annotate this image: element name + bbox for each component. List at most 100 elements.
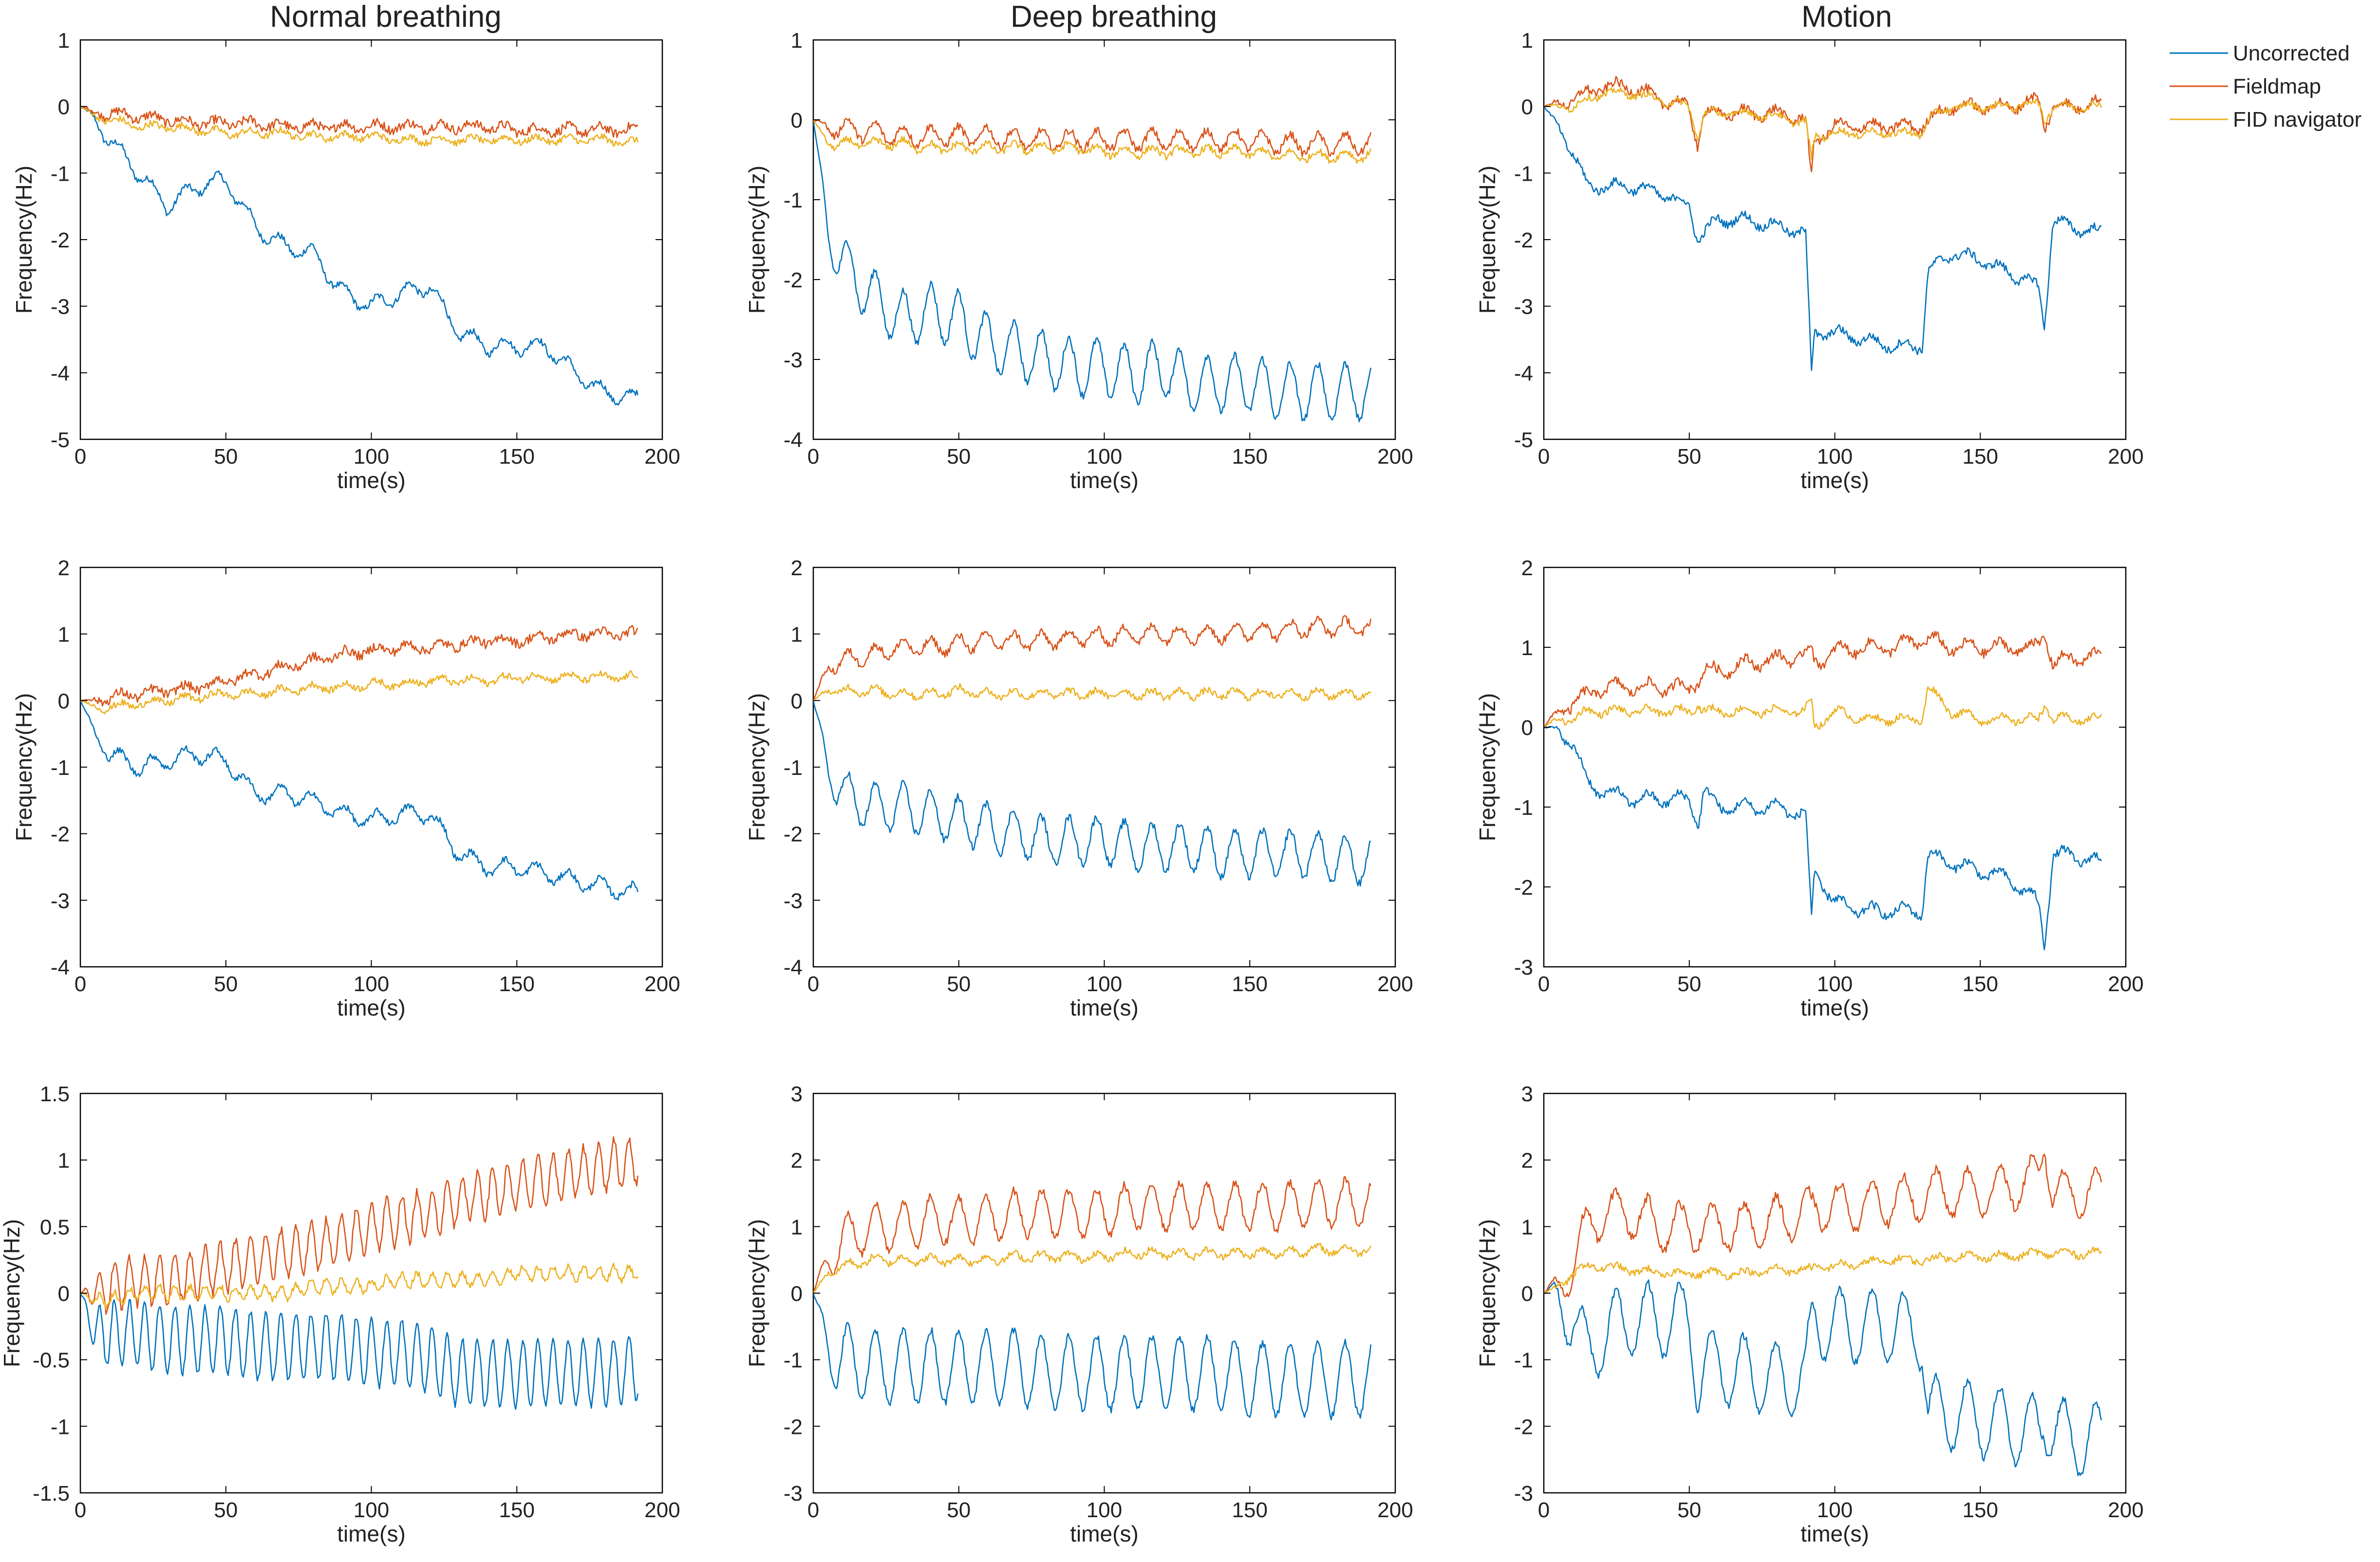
x-tick-label: 0 — [807, 1498, 819, 1522]
y-tick-label: -4 — [784, 428, 803, 452]
y-tick-label: 0.5 — [40, 1215, 70, 1239]
y-tick-label: -1 — [51, 1415, 70, 1439]
y-tick-label: 1.5 — [40, 1082, 70, 1106]
y-tick-label: -1 — [1514, 162, 1533, 186]
legend-label-fieldmap: Fieldmap — [2233, 75, 2321, 98]
panel-r2c2: 0 50 100 150 200 -3 -2 -1 0 1 2 3 time(s) Frequency(H… — [1475, 1082, 2144, 1546]
x-tick-label: 150 — [1232, 972, 1268, 996]
x-tick-label: 100 — [354, 445, 389, 469]
y-tick-label: -4 — [51, 361, 70, 385]
y-axis-label: Frequency(Hz) — [1475, 693, 1500, 841]
series-fieldmap — [813, 1176, 1371, 1294]
x-tick-label: 150 — [1232, 1498, 1268, 1522]
series-fid-navigator — [813, 683, 1371, 702]
y-tick-label: -1 — [51, 756, 70, 780]
series-uncorrected — [813, 700, 1371, 887]
y-tick-label: -3 — [1514, 1482, 1533, 1506]
panel-r0c1: 0 50 100 150 200 -4 -3 -2 -1 0 1 time(s) Frequency(H… — [744, 29, 1413, 493]
y-tick-label: -5 — [51, 428, 70, 452]
series-uncorrected — [80, 700, 639, 901]
x-tick-label: 200 — [2108, 972, 2143, 996]
y-axis-label: Frequency(Hz) — [0, 1219, 24, 1367]
x-tick-label: 0 — [1538, 972, 1550, 996]
x-tick-label: 200 — [644, 445, 680, 469]
y-tick-label: 2 — [58, 556, 70, 580]
y-tick-label: 1 — [1521, 1215, 1533, 1239]
y-tick-label: -2 — [51, 228, 70, 252]
x-axis-label: time(s) — [1800, 995, 1869, 1020]
y-tick-label: -2 — [1514, 876, 1533, 900]
plot-area — [1543, 39, 2127, 440]
series-group — [813, 1176, 1372, 1421]
y-tick-label: -1 — [51, 162, 70, 186]
x-tick-label: 200 — [2108, 1498, 2143, 1522]
series-fid-navigator — [1544, 686, 2102, 730]
x-tick-label: 50 — [214, 972, 238, 996]
legend: Uncorrected Fieldmap FID navigator — [2170, 41, 2361, 132]
panel-r0c2: 0 50 100 150 200 -5 -4 -3 -2 -1 0 1 time(s) Frequency… — [1475, 29, 2144, 493]
y-tick-label: -1 — [784, 1349, 803, 1373]
y-tick-label: -2 — [784, 1415, 803, 1439]
series-group — [813, 117, 1372, 422]
y-axis-label: Frequency(Hz) — [1475, 166, 1500, 314]
series-uncorrected — [80, 1293, 639, 1410]
y-tick-label: -4 — [1514, 361, 1533, 385]
series-group — [80, 1136, 639, 1410]
x-tick-label: 0 — [1538, 1498, 1550, 1522]
x-tick-label: 50 — [214, 1498, 238, 1522]
y-tick-label: -2 — [784, 268, 803, 292]
series-fieldmap — [813, 615, 1372, 701]
x-axis-label: time(s) — [1800, 1521, 1869, 1546]
y-tick-label: 0 — [791, 689, 803, 713]
y-tick-label: -2 — [1514, 228, 1533, 252]
y-axis-label: Frequency(Hz) — [11, 166, 37, 314]
x-tick-label: 0 — [75, 1498, 86, 1522]
y-tick-label: 3 — [1521, 1082, 1533, 1106]
y-tick-label: -3 — [1514, 295, 1533, 319]
x-tick-label: 200 — [1377, 972, 1413, 996]
x-tick-label: 50 — [1677, 445, 1701, 469]
x-axis-label: time(s) — [1070, 995, 1139, 1020]
x-tick-label: 150 — [499, 445, 535, 469]
x-tick-label: 200 — [2108, 445, 2143, 469]
y-tick-label: 2 — [791, 1149, 803, 1173]
x-tick-label: 150 — [499, 972, 535, 996]
series-uncorrected — [813, 119, 1372, 422]
y-axis-label: Frequency(Hz) — [11, 693, 37, 841]
plot-area — [1543, 566, 2127, 968]
column-title-deep-breathing: Deep breathing — [1011, 0, 1217, 34]
series-group — [813, 615, 1372, 887]
x-tick-label: 100 — [1817, 972, 1853, 996]
y-tick-label: 1 — [1521, 29, 1533, 53]
series-fieldmap — [80, 1136, 639, 1315]
series-fieldmap — [1544, 1153, 2102, 1298]
y-tick-label: -4 — [784, 956, 803, 979]
x-axis-label: time(s) — [337, 1521, 406, 1546]
x-tick-label: 100 — [354, 972, 389, 996]
x-tick-label: 150 — [1232, 445, 1268, 469]
series-fieldmap — [80, 625, 638, 707]
x-tick-label: 50 — [947, 1498, 971, 1522]
plot-area — [812, 566, 1396, 968]
panel-r1c0: 0 50 100 150 200 -4 -3 -2 -1 0 1 2 time(s) Frequency(… — [11, 556, 680, 1020]
x-tick-label: 0 — [807, 972, 819, 996]
y-tick-label: 0 — [1521, 95, 1533, 119]
series-group — [80, 625, 639, 901]
y-tick-label: 0 — [1521, 716, 1533, 740]
series-fid-navigator — [80, 106, 639, 147]
y-tick-label: -3 — [51, 295, 70, 319]
series-uncorrected — [813, 1293, 1372, 1421]
y-tick-label: -3 — [784, 348, 803, 372]
x-tick-label: 150 — [1963, 445, 1998, 469]
panel-r2c0: 0 50 100 150 200 -1.5 -1 -0.5 0 0.5 1 1.5 time(s) Fre… — [0, 1082, 680, 1546]
y-tick-label: 0 — [1521, 1282, 1533, 1306]
y-tick-label: -0.5 — [33, 1349, 70, 1373]
series-fid-navigator — [80, 1262, 638, 1310]
x-tick-label: 100 — [1817, 445, 1853, 469]
x-tick-label: 200 — [644, 972, 680, 996]
y-tick-label: 1 — [58, 1149, 70, 1173]
x-axis-label: time(s) — [1800, 468, 1869, 493]
x-tick-label: 0 — [75, 972, 86, 996]
y-tick-label: -4 — [51, 956, 70, 979]
y-tick-label: 1 — [791, 623, 803, 647]
